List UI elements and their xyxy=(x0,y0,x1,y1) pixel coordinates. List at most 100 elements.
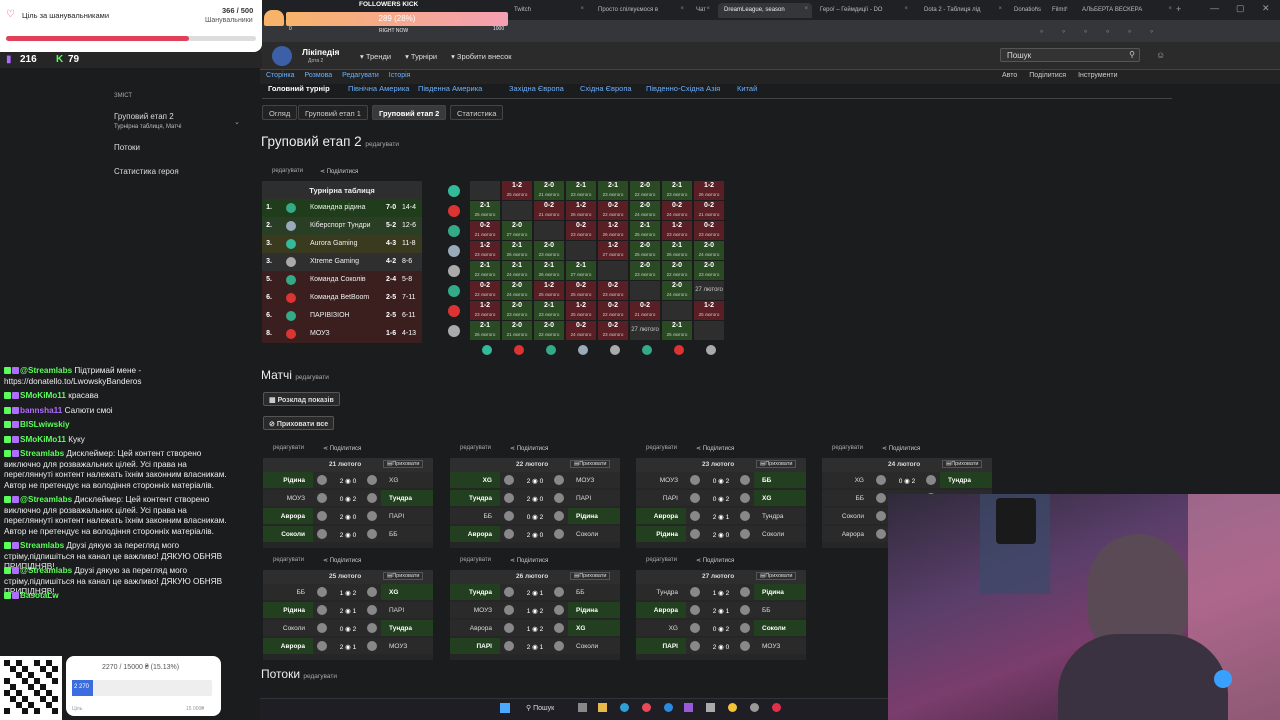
match-row[interactable]: XG 0 ◉ 2 Соколи xyxy=(636,620,806,636)
match-row[interactable]: Аврора 2 ◉ 0 ПАРІ xyxy=(263,508,433,524)
team-left[interactable]: ПАРІ xyxy=(636,638,686,654)
page-action-link[interactable]: Редагувати xyxy=(342,72,379,79)
team-left[interactable]: Аврора xyxy=(636,508,686,524)
close-icon[interactable]: × xyxy=(680,6,684,12)
grid-cell[interactable]: 0-2 23 лютого xyxy=(694,221,724,240)
team-right[interactable]: ББ xyxy=(389,531,398,538)
close-icon[interactable]: × xyxy=(1064,6,1068,12)
team-right[interactable]: Тундра xyxy=(381,620,433,636)
grid-cell[interactable] xyxy=(534,221,564,240)
grid-cell[interactable]: 0-2 23 лютого xyxy=(598,281,628,300)
share-link[interactable]: ⋖ Поділитися xyxy=(696,558,735,564)
edit-link[interactable]: редагувати xyxy=(273,557,304,563)
chrome-icon[interactable] xyxy=(728,703,737,712)
logo-icon[interactable] xyxy=(272,46,292,66)
hide-button[interactable]: ▤Приховати xyxy=(570,460,611,468)
grid-cell[interactable]: 2-0 24 лютого xyxy=(502,281,532,300)
close-icon[interactable]: × xyxy=(804,6,808,12)
grid-cell[interactable]: 2-1 26 лютого xyxy=(534,261,564,280)
match-row[interactable]: Аврора 2 ◉ 0 Соколи xyxy=(450,526,620,542)
download-icon[interactable]: ◦ xyxy=(1106,26,1110,36)
team-left[interactable]: ББ xyxy=(296,589,305,596)
app-icon[interactable] xyxy=(620,703,629,712)
browser-tab[interactable]: Герої – Геймдиції - DO × xyxy=(814,3,912,18)
close-icon[interactable]: × xyxy=(904,6,908,12)
edit-link[interactable]: редагувати xyxy=(272,168,303,174)
grid-cell[interactable]: 1-2 25 лютого xyxy=(694,301,724,320)
team-right[interactable]: Тундра xyxy=(940,472,992,488)
team-name[interactable]: Команда Соколів xyxy=(310,276,366,283)
grid-cell[interactable] xyxy=(662,301,692,320)
team-left[interactable]: Аврора xyxy=(841,531,864,538)
grid-cell[interactable]: 2-1 25 лютого xyxy=(470,201,500,220)
team-left[interactable]: Аврора xyxy=(450,526,500,542)
grid-cell[interactable] xyxy=(630,281,660,300)
match-row[interactable]: ПАРІ 2 ◉ 0 МОУЗ xyxy=(636,638,806,654)
grid-cell[interactable]: 2-1 26 лютого xyxy=(470,321,500,340)
browser-tab[interactable]: Dota 2 - Таблиця лід × xyxy=(918,3,1006,18)
team-left[interactable]: Аврора xyxy=(636,602,686,618)
toc-subitem[interactable]: Турнірна таблиця, Матчі xyxy=(114,124,182,130)
team-left[interactable]: МОУЗ xyxy=(473,607,492,614)
close-icon[interactable]: ✕ xyxy=(1262,3,1270,13)
edit-link[interactable]: редагувати xyxy=(295,374,329,381)
edit-link[interactable]: редагувати xyxy=(460,557,491,563)
grid-cell[interactable]: 2-1 23 лютого xyxy=(598,181,628,200)
app-icon[interactable] xyxy=(706,703,715,712)
grid-cell[interactable]: 1-2 23 лютого xyxy=(470,241,500,260)
match-row[interactable]: МОУЗ 0 ◉ 2 ББ xyxy=(636,472,806,488)
match-row[interactable]: ПАРІ 0 ◉ 2 XG xyxy=(636,490,806,506)
browser-tab[interactable]: Просто спілкуємося в × xyxy=(592,3,688,18)
team-name[interactable]: Xtreme Gaming xyxy=(310,258,360,265)
match-row[interactable]: Аврора 2 ◉ 1 ББ xyxy=(636,602,806,618)
grid-cell[interactable]: 1-2 25 лютого xyxy=(566,301,596,320)
match-row[interactable]: Соколи 0 ◉ 2 Тундра xyxy=(263,620,433,636)
header-menu-item[interactable]: ▾ Зробити внесок xyxy=(451,52,512,61)
share-link[interactable]: ⋖ Поділитися xyxy=(323,446,362,452)
match-row[interactable]: Соколи 2 ◉ 0 ББ xyxy=(263,526,433,542)
edit-link[interactable]: редагувати xyxy=(646,557,677,563)
header-menu-item[interactable]: ▾ Тренди xyxy=(360,52,392,61)
search-icon[interactable]: ⚲ xyxy=(1129,50,1135,59)
grid-cell[interactable]: 1-2 26 лютого xyxy=(598,221,628,240)
telegram-icon[interactable] xyxy=(664,703,673,712)
grid-cell[interactable]: 2-1 23 лютого xyxy=(566,181,596,200)
app-icon[interactable] xyxy=(684,703,693,712)
chat-username[interactable]: Streamlabs xyxy=(20,449,67,458)
extension-icon[interactable]: ◦ xyxy=(1040,26,1044,36)
grid-cell[interactable]: 2-1 25 лютого xyxy=(630,221,660,240)
team-right[interactable]: Соколи xyxy=(576,643,599,650)
chat-username[interactable]: @Streamlabs xyxy=(20,366,75,375)
settings-icon[interactable] xyxy=(750,703,759,712)
profile-icon[interactable]: ◦ xyxy=(1128,26,1132,36)
grid-cell[interactable]: 1-2 23 лютого xyxy=(662,221,692,240)
team-left[interactable]: Рідина xyxy=(263,602,313,618)
browser-tab[interactable]: DreamLeague, season × xyxy=(718,3,812,18)
team-left[interactable]: Тундра xyxy=(656,589,678,596)
hide-button[interactable]: ▤Приховати xyxy=(383,572,424,580)
region-link[interactable]: Китай xyxy=(737,84,758,93)
team-right[interactable]: ПАРІ xyxy=(389,513,405,520)
team-right[interactable]: XG xyxy=(568,620,620,636)
browser-tab[interactable]: Чат × xyxy=(690,3,714,18)
hide-button[interactable]: ▤Приховати xyxy=(942,460,983,468)
right-menu-item[interactable]: Інструменти xyxy=(1078,72,1118,79)
region-link[interactable]: Південна Америка xyxy=(418,84,483,93)
hide-all-button[interactable]: ⊘ Приховати все xyxy=(263,416,335,430)
match-row[interactable]: Тундра 2 ◉ 0 ПАРІ xyxy=(450,490,620,506)
grid-cell[interactable]: 27 лютого xyxy=(630,321,660,340)
match-row[interactable]: Тундра 2 ◉ 1 ББ xyxy=(450,584,620,600)
close-icon[interactable]: × xyxy=(580,6,584,12)
grid-cell[interactable]: 2-1 23 лютого xyxy=(662,181,692,200)
chevron-down-icon[interactable]: ⌄ xyxy=(234,119,240,126)
maximize-icon[interactable]: ▢ xyxy=(1236,3,1245,13)
grid-cell[interactable]: 2-1 26 лютого xyxy=(502,241,532,260)
team-left[interactable]: ПАРІ xyxy=(662,495,678,502)
schedule-button[interactable]: ▦ Розклад показів xyxy=(263,392,340,406)
grid-cell[interactable]: 2-0 22 лютого xyxy=(630,181,660,200)
team-name[interactable]: Кіберспорт Тундри xyxy=(310,222,371,229)
team-name[interactable]: Aurora Gaming xyxy=(310,240,358,247)
grid-cell[interactable]: 2-0 27 лютого xyxy=(502,221,532,240)
team-name[interactable]: Команда BetBoom xyxy=(310,294,370,301)
tab-1[interactable]: Груповий етап 1 xyxy=(298,105,368,120)
